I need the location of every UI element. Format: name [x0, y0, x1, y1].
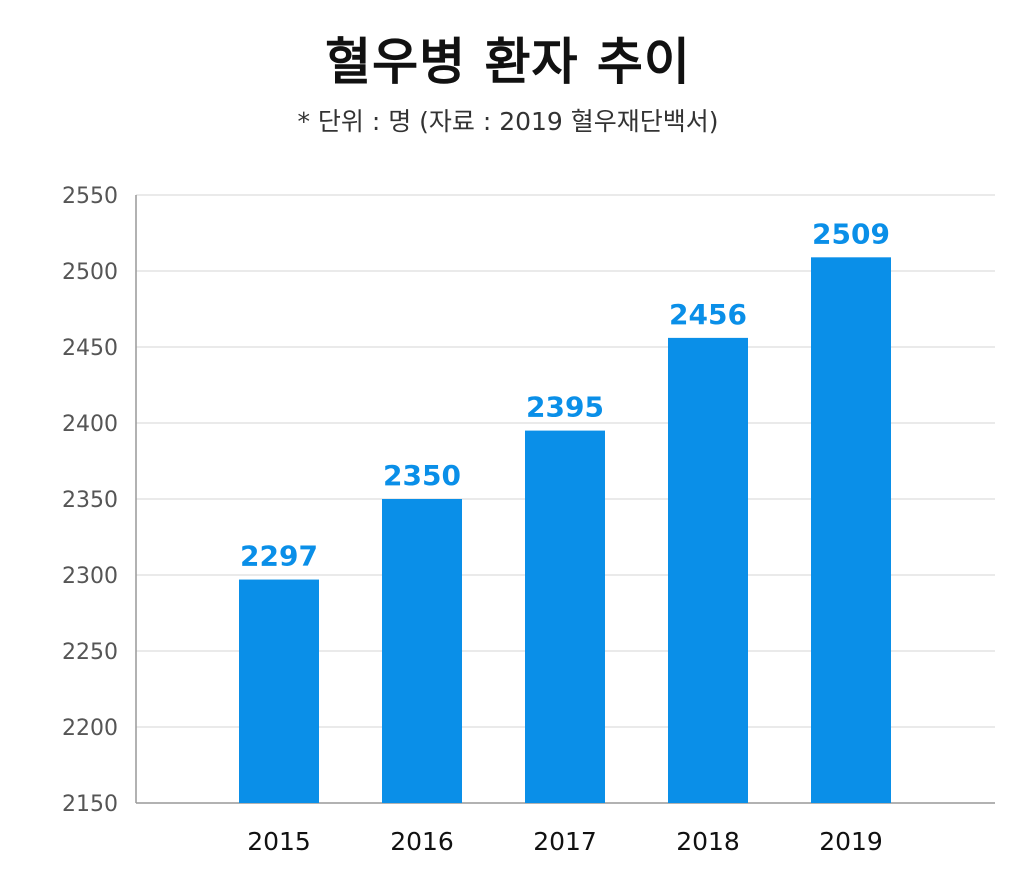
y-tick-label: 2350: [62, 488, 118, 513]
y-tick-label: 2400: [62, 412, 118, 437]
x-tick-label-2017: 2017: [533, 827, 597, 856]
y-tick-label: 2450: [62, 336, 118, 361]
bar-2016: [382, 499, 462, 803]
y-tick-label: 2500: [62, 260, 118, 285]
x-tick-label-2015: 2015: [247, 827, 311, 856]
x-tick-label-2016: 2016: [390, 827, 454, 856]
bar-2019: [811, 257, 891, 803]
data-label-2019: 2509: [812, 217, 890, 250]
y-tick-label: 2250: [62, 640, 118, 665]
y-tick-label: 2200: [62, 716, 118, 741]
bar-2017: [525, 430, 605, 803]
bar-2015: [239, 579, 319, 803]
y-tick-label: 2550: [62, 184, 118, 209]
chart-title: 혈우병 환자 추이: [325, 33, 691, 91]
chart-subtitle: * 단위 : 명 (자료 : 2019 혈우재단백서): [297, 107, 719, 136]
bar-2018: [668, 337, 748, 803]
data-label-2018: 2456: [669, 298, 747, 331]
data-label-2016: 2350: [383, 459, 461, 492]
data-label-2017: 2395: [526, 391, 604, 424]
x-tick-label-2018: 2018: [676, 827, 740, 856]
y-tick-label: 2300: [62, 564, 118, 589]
y-tick-label: 2150: [62, 792, 118, 817]
x-tick-label-2019: 2019: [819, 827, 883, 856]
data-label-2015: 2297: [240, 540, 318, 573]
